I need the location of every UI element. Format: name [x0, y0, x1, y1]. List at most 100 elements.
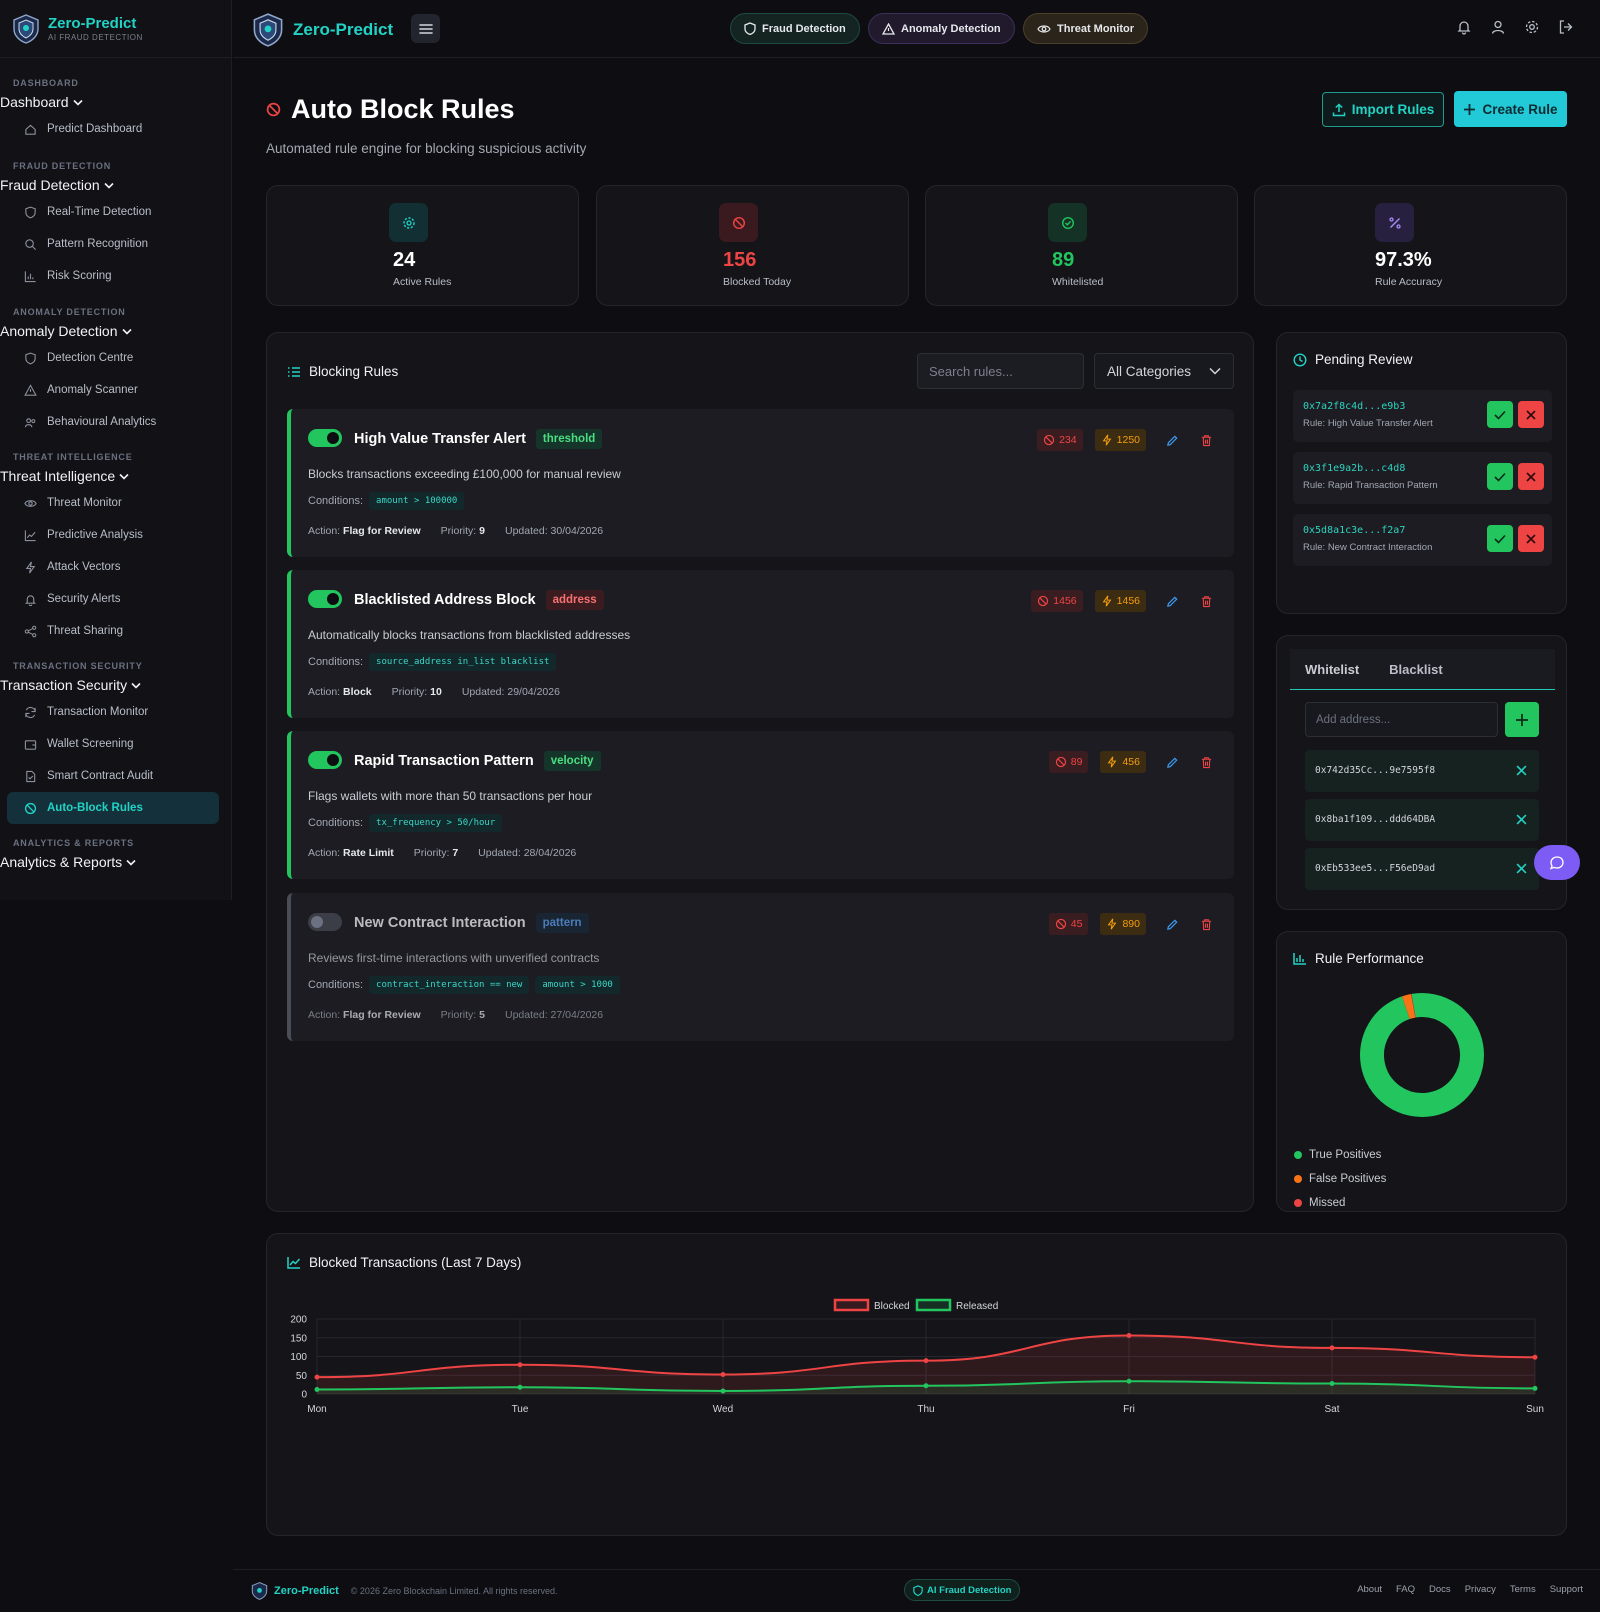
- sidebar-item[interactable]: Predictive Analysis: [0, 519, 232, 551]
- nav-pill-anomaly-detection[interactable]: Anomaly Detection: [868, 13, 1015, 44]
- reject-button[interactable]: [1518, 401, 1544, 428]
- user-icon[interactable]: [1490, 19, 1506, 35]
- category-select[interactable]: All Categories: [1094, 353, 1234, 389]
- footer-link[interactable]: FAQ: [1396, 1584, 1416, 1595]
- chevron-down-icon: [72, 99, 83, 106]
- footer-link[interactable]: Terms: [1509, 1584, 1536, 1595]
- plus-icon: [1464, 103, 1476, 115]
- rule-title-row: Rapid Transaction Pattern velocity: [354, 751, 601, 771]
- create-rule-button[interactable]: Create Rule: [1454, 91, 1567, 127]
- sidebar-item[interactable]: Threat Sharing: [0, 615, 232, 647]
- tab-whitelist[interactable]: Whitelist: [1305, 662, 1360, 677]
- bolt-icon: [25, 561, 36, 573]
- delete-rule-button[interactable]: [1198, 432, 1214, 448]
- remove-address-button[interactable]: [1516, 861, 1527, 877]
- sidebar-group-toggle[interactable]: Transaction Security: [0, 677, 232, 693]
- search-rules-input[interactable]: [917, 353, 1084, 389]
- page-subtitle: Automated rule engine for blocking suspi…: [266, 141, 587, 156]
- tab-blacklist[interactable]: Blacklist: [1389, 662, 1443, 677]
- stat-label: Blocked Today: [723, 276, 792, 288]
- edit-rule-button[interactable]: [1164, 916, 1180, 932]
- edit-rule-button[interactable]: [1164, 432, 1180, 448]
- legend-label: True Positives: [1309, 1149, 1382, 1161]
- rule-enabled-toggle[interactable]: [308, 913, 342, 931]
- sidebar-item[interactable]: Risk Scoring: [0, 260, 232, 292]
- sidebar-item[interactable]: Pattern Recognition: [0, 228, 232, 260]
- logout-icon[interactable]: [1558, 19, 1574, 35]
- hits-count: 1250: [1116, 434, 1140, 446]
- pending-rule: Rule: New Contract Interaction: [1303, 542, 1433, 553]
- pending-rule: Rule: High Value Transfer Alert: [1303, 418, 1433, 429]
- gear-icon[interactable]: [1524, 19, 1540, 35]
- rule-type-tag: threshold: [535, 429, 603, 449]
- nav-pill-fraud-detection[interactable]: Fraud Detection: [730, 13, 860, 44]
- topbar-brand[interactable]: Zero-Predict: [251, 13, 393, 47]
- rule-enabled-toggle[interactable]: [308, 429, 342, 447]
- sidebar-group-toggle[interactable]: Anomaly Detection: [0, 323, 232, 339]
- footer-brand: Zero-Predict © 2026 Zero Blockchain Limi…: [251, 1582, 558, 1600]
- approve-button[interactable]: [1487, 463, 1513, 490]
- footer-link[interactable]: Privacy: [1464, 1584, 1496, 1595]
- blocking-rules-title: Blocking Rules: [309, 364, 399, 379]
- sidebar-item[interactable]: Security Alerts: [0, 583, 232, 615]
- remove-address-button[interactable]: [1516, 763, 1527, 779]
- sidebar-item[interactable]: Anomaly Scanner: [0, 374, 232, 406]
- reject-button[interactable]: [1518, 463, 1544, 490]
- action-label: Action:: [308, 1009, 341, 1021]
- footer-link[interactable]: About: [1357, 1584, 1383, 1595]
- shield-logo-icon: [251, 1582, 268, 1600]
- bolt-icon: [1108, 756, 1117, 768]
- sidebar-item[interactable]: Wallet Screening: [0, 728, 232, 760]
- sidebar-group-toggle[interactable]: Threat Intelligence: [0, 468, 232, 484]
- rule-enabled-toggle[interactable]: [308, 751, 342, 769]
- sidebar-group-toggle[interactable]: Fraud Detection: [0, 177, 232, 193]
- sidebar-item[interactable]: Predict Dashboard: [0, 113, 232, 145]
- shield-icon: [913, 1584, 923, 1596]
- edit-rule-button[interactable]: [1164, 754, 1180, 770]
- pending-rule: Rule: Rapid Transaction Pattern: [1303, 480, 1438, 491]
- sidebar-item[interactable]: Threat Monitor: [0, 487, 232, 519]
- legend-swatch: [915, 1298, 952, 1312]
- approve-button[interactable]: [1487, 401, 1513, 428]
- page-title: Auto Block Rules: [266, 94, 515, 125]
- rule-enabled-toggle[interactable]: [308, 590, 342, 608]
- nav-pill-threat-monitor[interactable]: Threat Monitor: [1023, 13, 1148, 44]
- block-icon: [266, 102, 281, 117]
- x-tick-label: Wed: [713, 1404, 733, 1415]
- remove-address-button[interactable]: [1516, 812, 1527, 828]
- sidebar-item[interactable]: Detection Centre: [0, 342, 232, 374]
- reject-button[interactable]: [1518, 525, 1544, 552]
- sidebar-group-toggle[interactable]: Analytics & Reports: [0, 854, 232, 870]
- trend-icon: [24, 529, 37, 542]
- sidebar-item[interactable]: Transaction Monitor: [0, 696, 232, 728]
- import-rules-button[interactable]: Import Rules: [1322, 92, 1444, 127]
- whitelist-address: 0x742d35Cc...9e7595f8: [1315, 765, 1436, 776]
- add-address-input[interactable]: [1305, 702, 1498, 737]
- approve-button[interactable]: [1487, 525, 1513, 552]
- rule-meta: Action: Flag for Review Priority: 9 Upda…: [308, 525, 603, 537]
- menu-toggle-button[interactable]: [411, 14, 440, 43]
- sidebar-brand[interactable]: Zero-Predict AI FRAUD DETECTION: [0, 0, 231, 58]
- stat-icon-box: [1375, 203, 1414, 242]
- delete-rule-button[interactable]: [1198, 593, 1214, 609]
- add-address-button[interactable]: [1505, 702, 1539, 737]
- delete-rule-button[interactable]: [1198, 754, 1214, 770]
- trend-icon: [24, 529, 36, 541]
- bell-icon[interactable]: [1456, 19, 1472, 35]
- footer-link[interactable]: Support: [1549, 1584, 1583, 1595]
- sidebar-item[interactable]: Real-Time Detection: [0, 196, 232, 228]
- sidebar-item-label: Anomaly Scanner: [47, 384, 138, 396]
- chat-button[interactable]: [1534, 845, 1580, 880]
- sidebar-item[interactable]: Auto-Block Rules: [7, 792, 219, 824]
- sidebar-item[interactable]: Smart Contract Audit: [0, 760, 232, 792]
- sidebar-group-toggle[interactable]: Dashboard: [0, 94, 232, 110]
- edit-rule-button[interactable]: [1164, 593, 1180, 609]
- pencil-icon: [1166, 595, 1178, 607]
- stat-label: Rule Accuracy: [1375, 276, 1443, 288]
- sidebar-item[interactable]: Attack Vectors: [0, 551, 232, 583]
- delete-rule-button[interactable]: [1198, 916, 1214, 932]
- sidebar-item[interactable]: Behavioural Analytics: [0, 406, 232, 438]
- block-icon: [1043, 434, 1055, 446]
- footer-link[interactable]: Docs: [1429, 1584, 1451, 1595]
- action-label: Action:: [308, 847, 341, 859]
